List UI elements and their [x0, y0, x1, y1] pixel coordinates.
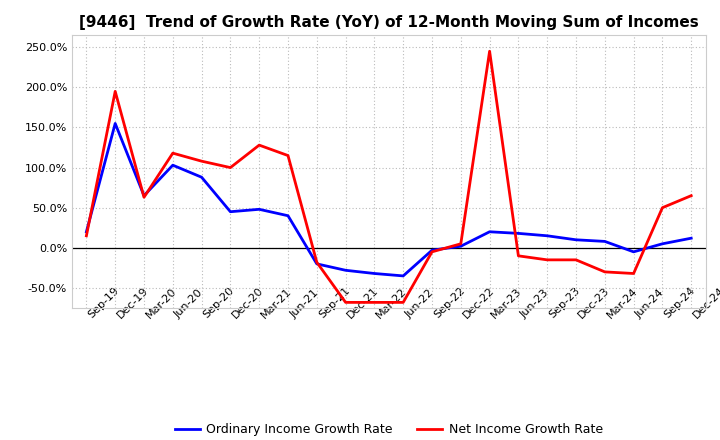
Net Income Growth Rate — [255, 143, 264, 148]
Ordinary Income Growth Rate — [572, 237, 580, 242]
Ordinary Income Growth Rate — [168, 162, 177, 168]
Line: Ordinary Income Growth Rate: Ordinary Income Growth Rate — [86, 124, 691, 276]
Net Income Growth Rate — [629, 271, 638, 276]
Net Income Growth Rate — [82, 233, 91, 238]
Ordinary Income Growth Rate — [255, 207, 264, 212]
Ordinary Income Growth Rate — [629, 249, 638, 254]
Ordinary Income Growth Rate — [370, 271, 379, 276]
Ordinary Income Growth Rate — [428, 248, 436, 253]
Ordinary Income Growth Rate — [284, 213, 292, 218]
Net Income Growth Rate — [140, 194, 148, 200]
Ordinary Income Growth Rate — [456, 244, 465, 249]
Net Income Growth Rate — [370, 300, 379, 305]
Net Income Growth Rate — [572, 257, 580, 263]
Ordinary Income Growth Rate — [399, 273, 408, 279]
Line: Net Income Growth Rate: Net Income Growth Rate — [86, 51, 691, 302]
Net Income Growth Rate — [687, 193, 696, 198]
Ordinary Income Growth Rate — [687, 235, 696, 241]
Net Income Growth Rate — [428, 249, 436, 254]
Ordinary Income Growth Rate — [197, 175, 206, 180]
Net Income Growth Rate — [226, 165, 235, 170]
Ordinary Income Growth Rate — [226, 209, 235, 214]
Net Income Growth Rate — [485, 48, 494, 54]
Ordinary Income Growth Rate — [140, 193, 148, 198]
Ordinary Income Growth Rate — [111, 121, 120, 126]
Net Income Growth Rate — [399, 300, 408, 305]
Ordinary Income Growth Rate — [341, 268, 350, 273]
Ordinary Income Growth Rate — [514, 231, 523, 236]
Net Income Growth Rate — [456, 241, 465, 246]
Net Income Growth Rate — [514, 253, 523, 258]
Ordinary Income Growth Rate — [82, 229, 91, 235]
Net Income Growth Rate — [600, 269, 609, 275]
Net Income Growth Rate — [284, 153, 292, 158]
Ordinary Income Growth Rate — [543, 233, 552, 238]
Net Income Growth Rate — [168, 150, 177, 156]
Net Income Growth Rate — [197, 158, 206, 164]
Net Income Growth Rate — [543, 257, 552, 263]
Net Income Growth Rate — [312, 260, 321, 265]
Ordinary Income Growth Rate — [600, 239, 609, 244]
Title: [9446]  Trend of Growth Rate (YoY) of 12-Month Moving Sum of Incomes: [9446] Trend of Growth Rate (YoY) of 12-… — [79, 15, 698, 30]
Ordinary Income Growth Rate — [485, 229, 494, 235]
Net Income Growth Rate — [658, 205, 667, 210]
Ordinary Income Growth Rate — [312, 261, 321, 267]
Net Income Growth Rate — [111, 89, 120, 94]
Legend: Ordinary Income Growth Rate, Net Income Growth Rate: Ordinary Income Growth Rate, Net Income … — [170, 418, 608, 440]
Ordinary Income Growth Rate — [658, 241, 667, 246]
Net Income Growth Rate — [341, 300, 350, 305]
